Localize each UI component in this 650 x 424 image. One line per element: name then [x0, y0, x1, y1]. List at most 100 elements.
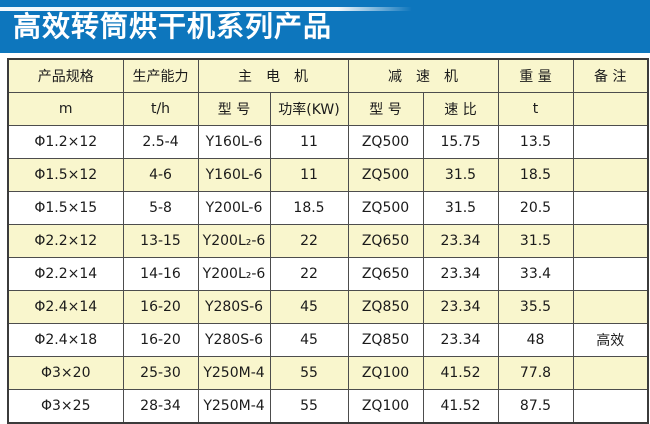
- table-cell: Φ3×20: [7, 356, 124, 390]
- table-cell: 18.5: [269, 191, 349, 225]
- table-cell: 16-20: [122, 290, 199, 324]
- table-cell: [572, 257, 649, 291]
- table-cell: 33.4: [497, 257, 574, 291]
- col-subheader-unit-th: t/h: [122, 92, 199, 126]
- table-cell: Φ1.2×12: [7, 125, 124, 159]
- table-row: Φ3×25 28-34 Y250M-4 55 ZQ100 41.52 87.5: [7, 389, 649, 424]
- table-cell: Φ2.2×14: [7, 257, 124, 291]
- table-cell: ZQ500: [347, 158, 424, 192]
- table-cell: Y200L-6: [197, 191, 271, 225]
- table-cell: 23.34: [422, 323, 499, 357]
- table-cell: ZQ650: [347, 224, 424, 258]
- table-cell: 22: [269, 257, 349, 291]
- table-cell: 2.5-4: [122, 125, 199, 159]
- table-cell: Y200L₂-6: [197, 224, 271, 258]
- col-subheader-power-kw: 功率(KW): [269, 92, 349, 126]
- table-cell: 15.75: [422, 125, 499, 159]
- col-header-main-motor: 主 电 机: [197, 58, 349, 93]
- table-cell: 35.5: [497, 290, 574, 324]
- table-cell: Φ2.2×12: [7, 224, 124, 258]
- table-cell: 11: [269, 125, 349, 159]
- table-cell: [572, 224, 649, 258]
- table-cell: 11: [269, 158, 349, 192]
- table-cell: Y160L-6: [197, 125, 271, 159]
- table-cell: ZQ850: [347, 290, 424, 324]
- table-cell: 41.52: [422, 356, 499, 390]
- table-cell: 45: [269, 323, 349, 357]
- table-cell: 31.5: [422, 158, 499, 192]
- col-header-weight: 重 量: [497, 58, 574, 93]
- table-row: Φ1.5×15 5-8 Y200L-6 18.5 ZQ500 31.5 20.5: [7, 191, 649, 225]
- table-cell: 48: [497, 323, 574, 357]
- table-cell: 23.34: [422, 290, 499, 324]
- table-cell: 13.5: [497, 125, 574, 159]
- table-cell: ZQ850: [347, 323, 424, 357]
- table-cell: [572, 191, 649, 225]
- table-cell: ZQ100: [347, 389, 424, 424]
- table-cell: 87.5: [497, 389, 574, 424]
- col-subheader-remarks-empty: [572, 92, 649, 126]
- col-subheader-unit-t: t: [497, 92, 574, 126]
- page-title: 高效转筒烘干机系列产品: [13, 10, 333, 43]
- table-cell: Y160L-6: [197, 158, 271, 192]
- table-cell: ZQ650: [347, 257, 424, 291]
- table-row: Φ3×20 25-30 Y250M-4 55 ZQ100 41.52 77.8: [7, 356, 649, 390]
- table-row: Φ2.2×14 14-16 Y200L₂-6 22 ZQ650 23.34 33…: [7, 257, 649, 291]
- col-subheader-reducer-model: 型 号: [347, 92, 424, 126]
- table-cell: Y280S-6: [197, 290, 271, 324]
- table-cell: 23.34: [422, 224, 499, 258]
- col-subheader-motor-model: 型 号: [197, 92, 271, 126]
- col-subheader-speed-ratio: 速 比: [422, 92, 499, 126]
- table-cell: 28-34: [122, 389, 199, 424]
- table-cell: [572, 356, 649, 390]
- col-header-capacity: 生产能力: [122, 58, 199, 93]
- table-cell: Φ1.5×12: [7, 158, 124, 192]
- table-cell: 14-16: [122, 257, 199, 291]
- header-row-2: m t/h 型 号 功率(KW) 型 号 速 比 t: [7, 92, 649, 126]
- table-cell: Φ3×25: [7, 389, 124, 424]
- table-cell: Φ2.4×18: [7, 323, 124, 357]
- table-cell: 4-6: [122, 158, 199, 192]
- table-cell: 5-8: [122, 191, 199, 225]
- table-cell: [572, 389, 649, 424]
- table-cell: 20.5: [497, 191, 574, 225]
- col-header-remarks: 备 注: [572, 58, 649, 93]
- table-cell: Y200L₂-6: [197, 257, 271, 291]
- table-cell: [572, 158, 649, 192]
- table-cell: 高效: [572, 323, 649, 357]
- table-cell: Y280S-6: [197, 323, 271, 357]
- table-row: Φ2.4×18 16-20 Y280S-6 45 ZQ850 23.34 48 …: [7, 323, 649, 357]
- table-cell: 22: [269, 224, 349, 258]
- table-cell: 16-20: [122, 323, 199, 357]
- table-cell: ZQ500: [347, 191, 424, 225]
- table-row: Φ1.2×12 2.5-4 Y160L-6 11 ZQ500 15.75 13.…: [7, 125, 649, 159]
- table-cell: [572, 125, 649, 159]
- table-cell: 55: [269, 356, 349, 390]
- table-cell: 31.5: [422, 191, 499, 225]
- table-cell: 77.8: [497, 356, 574, 390]
- col-header-reducer: 减 速 机: [347, 58, 499, 93]
- product-spec-table: 产品规格 生产能力 主 电 机 减 速 机 重 量 备 注 m t/h 型 号 …: [7, 58, 649, 424]
- table-cell: 55: [269, 389, 349, 424]
- table-cell: 41.52: [422, 389, 499, 424]
- table-cell: 13-15: [122, 224, 199, 258]
- header-row-1: 产品规格 生产能力 主 电 机 减 速 机 重 量 备 注: [7, 58, 649, 93]
- col-header-product-spec: 产品规格: [7, 58, 124, 93]
- table-cell: Φ1.5×15: [7, 191, 124, 225]
- table-cell: 45: [269, 290, 349, 324]
- table-row: Φ1.5×12 4-6 Y160L-6 11 ZQ500 31.5 18.5: [7, 158, 649, 192]
- table-cell: Φ2.4×14: [7, 290, 124, 324]
- table-cell: Y250M-4: [197, 389, 271, 424]
- title-banner: 高效转筒烘干机系列产品: [0, 0, 650, 53]
- table-cell: Y250M-4: [197, 356, 271, 390]
- table-cell: ZQ100: [347, 356, 424, 390]
- table-row: Φ2.2×12 13-15 Y200L₂-6 22 ZQ650 23.34 31…: [7, 224, 649, 258]
- table-cell: 18.5: [497, 158, 574, 192]
- col-subheader-unit-m: m: [7, 92, 124, 126]
- table-cell: 31.5: [497, 224, 574, 258]
- table-cell: 23.34: [422, 257, 499, 291]
- table-row: Φ2.4×14 16-20 Y280S-6 45 ZQ850 23.34 35.…: [7, 290, 649, 324]
- table-cell: ZQ500: [347, 125, 424, 159]
- table-cell: 25-30: [122, 356, 199, 390]
- table-cell: [572, 290, 649, 324]
